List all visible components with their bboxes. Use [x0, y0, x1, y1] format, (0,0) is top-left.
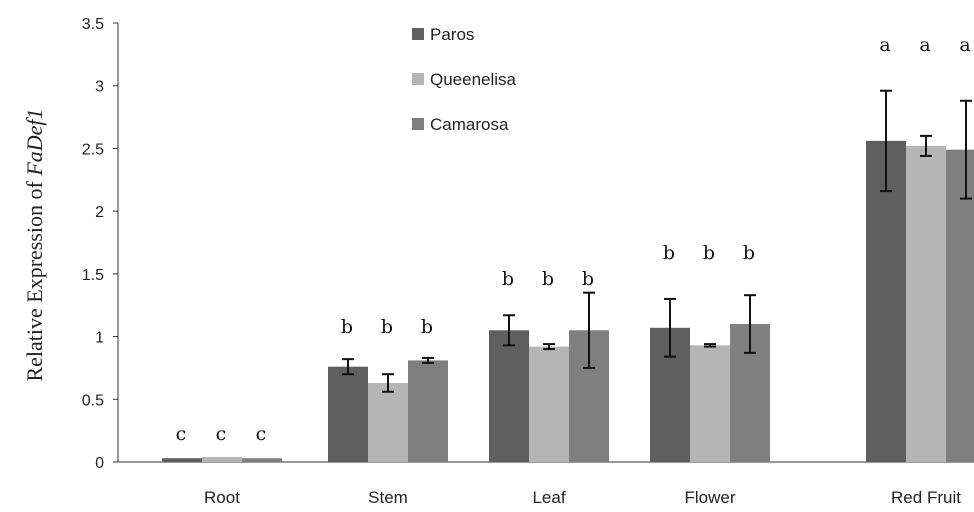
- y-axis-label-prefix: Relative Expression of: [22, 176, 47, 382]
- y-axis-label-gene: FaDef1: [22, 108, 47, 176]
- x-category-label: Flower: [684, 488, 735, 507]
- error-bar: [880, 89, 892, 193]
- bar: [202, 456, 242, 462]
- y-tick-label: 2: [95, 204, 104, 221]
- significance-letters: c b b b a c b b b a c b b b a: [176, 34, 971, 445]
- y-tick-label: 0: [95, 455, 104, 472]
- bars-group: [162, 140, 974, 463]
- error-bar: [920, 134, 932, 157]
- significance-letter: b: [703, 242, 715, 264]
- y-tick-label: 1.5: [82, 267, 104, 284]
- error-bar: [543, 343, 555, 351]
- x-axis-category-labels: Root Stem Leaf Flower Red Fruit: [204, 488, 961, 507]
- error-bar: [664, 297, 676, 358]
- y-tick-label: 3.5: [82, 16, 104, 33]
- legend-item: Queenelisa: [412, 70, 517, 89]
- error-bar: [960, 99, 972, 200]
- error-bar: [422, 356, 434, 364]
- significance-letter: b: [502, 268, 514, 290]
- y-tick-label: 1: [95, 330, 104, 347]
- x-category-label: Leaf: [532, 488, 565, 507]
- x-category-label: Root: [204, 488, 240, 507]
- legend-swatch: [412, 73, 424, 85]
- significance-letter: b: [542, 268, 554, 290]
- significance-letter: b: [341, 316, 353, 338]
- significance-letter: b: [663, 242, 675, 264]
- legend-label: Camarosa: [430, 115, 509, 134]
- y-tick-label: 0.5: [82, 392, 104, 409]
- y-axis-label: Relative Expression of FaDef1: [22, 108, 47, 381]
- legend-item: Camarosa: [412, 115, 509, 134]
- significance-letter: c: [176, 423, 187, 445]
- bar: [946, 149, 974, 462]
- error-bar: [704, 343, 716, 348]
- legend-swatch: [412, 118, 424, 130]
- x-category-label: Stem: [368, 488, 408, 507]
- bar: [489, 330, 529, 462]
- error-bar: [342, 358, 354, 376]
- y-tick-label: 2.5: [82, 141, 104, 158]
- error-bar: [503, 314, 515, 347]
- y-axis-ticks: 0 0.5 1 1.5 2 2.5 3 3.5: [82, 16, 118, 472]
- bar: [866, 140, 906, 462]
- significance-letter: c: [216, 423, 227, 445]
- bar: [408, 360, 448, 462]
- significance-letter: b: [743, 242, 755, 264]
- legend-item: Paros: [412, 25, 474, 44]
- error-bar: [583, 291, 595, 369]
- legend-label: Queenelisa: [430, 70, 517, 89]
- bar: [529, 346, 569, 462]
- x-category-label: Red Fruit: [891, 488, 961, 507]
- bar: [368, 382, 408, 462]
- bar: [906, 145, 946, 463]
- bar: [328, 366, 368, 462]
- error-bars-group: [342, 89, 972, 393]
- legend: Paros Queenelisa Camarosa: [412, 25, 517, 134]
- significance-letter: b: [381, 316, 393, 338]
- error-bar: [382, 373, 394, 393]
- legend-label: Paros: [430, 25, 474, 44]
- legend-swatch: [412, 28, 424, 40]
- bar: [162, 458, 202, 462]
- significance-letter: a: [919, 34, 930, 56]
- bar: [242, 458, 282, 462]
- significance-letter: b: [582, 268, 594, 290]
- significance-letter: c: [256, 423, 267, 445]
- y-tick-label: 3: [95, 79, 104, 96]
- bar: [690, 345, 730, 462]
- error-bar: [744, 294, 756, 354]
- significance-letter: a: [879, 34, 890, 56]
- significance-letter: b: [421, 316, 433, 338]
- significance-letter: a: [959, 34, 970, 56]
